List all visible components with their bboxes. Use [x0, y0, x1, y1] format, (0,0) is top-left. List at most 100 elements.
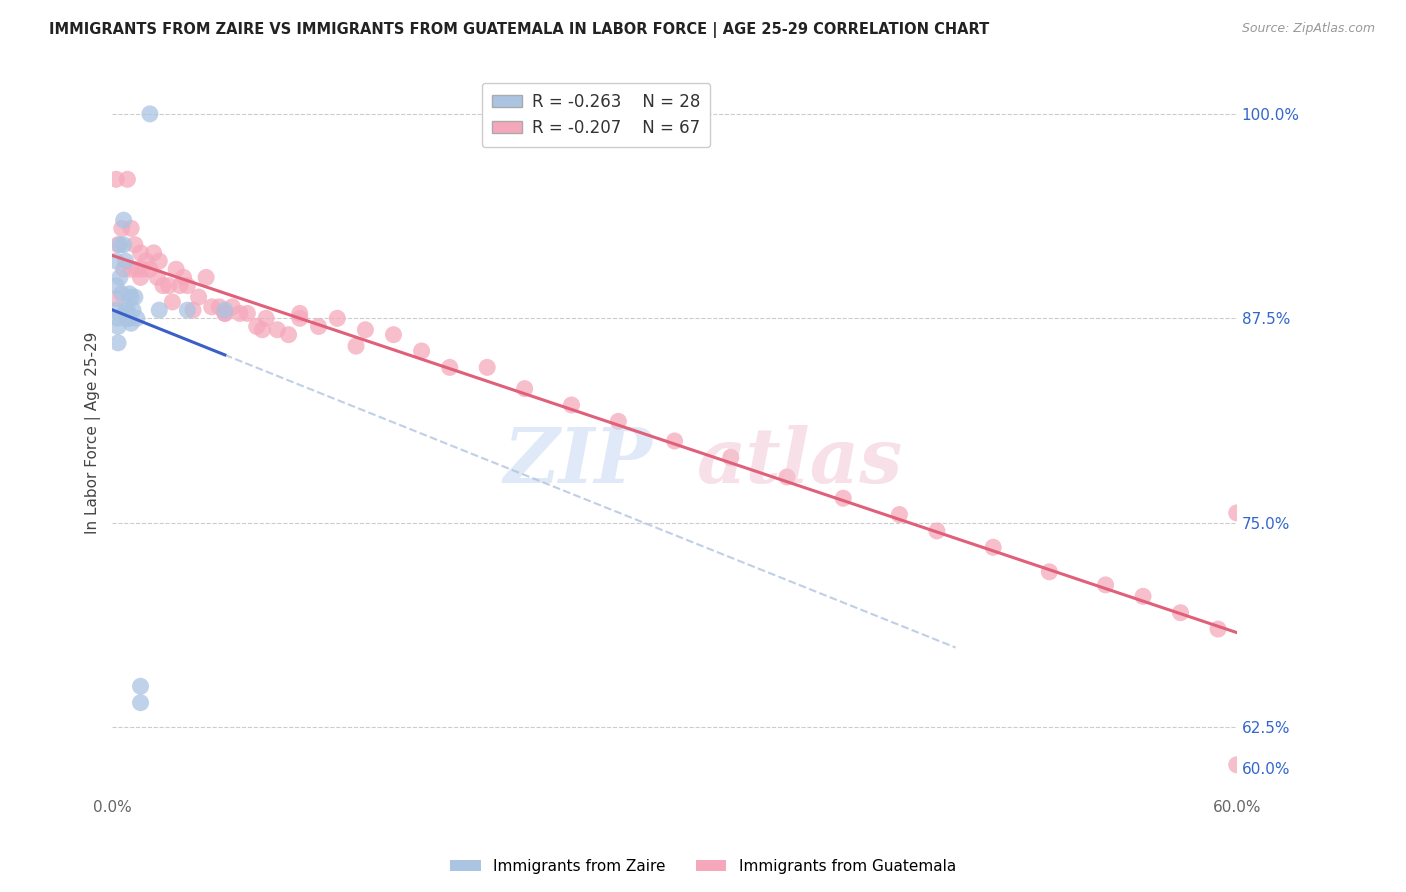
Point: [214, 306, 236, 320]
Point: [162, 295, 184, 310]
Point: [129, 246, 152, 260]
Point: [229, 306, 252, 320]
Y-axis label: In Labor Force | Age 25-29: In Labor Force | Age 25-29: [86, 332, 101, 534]
Point: [187, 290, 209, 304]
Point: [176, 278, 198, 293]
Point: [176, 303, 198, 318]
Point: [120, 262, 142, 277]
Point: [148, 303, 170, 318]
Point: [1206, 622, 1229, 636]
Point: [1132, 590, 1154, 604]
Point: [439, 360, 461, 375]
Point: [111, 221, 134, 235]
Point: [105, 172, 128, 186]
Point: [124, 237, 146, 252]
Point: [118, 311, 141, 326]
Point: [107, 319, 129, 334]
Point: [208, 300, 231, 314]
Point: [221, 300, 243, 314]
Point: [1226, 757, 1249, 772]
Point: [326, 311, 349, 326]
Point: [513, 382, 536, 396]
Point: [139, 107, 162, 121]
Point: [148, 254, 170, 268]
Point: [214, 303, 236, 318]
Legend: Immigrants from Zaire, Immigrants from Guatemala: Immigrants from Zaire, Immigrants from G…: [444, 853, 962, 880]
Point: [354, 323, 377, 337]
Point: [129, 696, 152, 710]
Point: [105, 303, 128, 318]
Point: [105, 278, 128, 293]
Point: [107, 311, 129, 326]
Point: [111, 286, 134, 301]
Point: [131, 262, 153, 277]
Point: [832, 491, 855, 506]
Point: [607, 414, 630, 428]
Point: [288, 306, 311, 320]
Point: [925, 524, 948, 538]
Point: [560, 398, 582, 412]
Point: [120, 316, 142, 330]
Point: [1170, 606, 1192, 620]
Point: [139, 262, 162, 277]
Point: [165, 262, 187, 277]
Point: [720, 450, 742, 465]
Point: [266, 323, 288, 337]
Point: [181, 303, 204, 318]
Point: [112, 237, 135, 252]
Point: [146, 270, 169, 285]
Point: [236, 306, 259, 320]
Point: [157, 278, 180, 293]
Point: [981, 541, 1004, 555]
Text: ZIP: ZIP: [503, 425, 652, 499]
Text: Source: ZipAtlas.com: Source: ZipAtlas.com: [1241, 22, 1375, 36]
Point: [112, 213, 135, 227]
Point: [114, 254, 136, 268]
Point: [411, 344, 433, 359]
Point: [214, 306, 236, 320]
Point: [246, 319, 269, 334]
Point: [117, 303, 139, 318]
Point: [201, 300, 224, 314]
Point: [105, 254, 128, 268]
Point: [1038, 565, 1060, 579]
Point: [308, 319, 330, 334]
Point: [122, 303, 145, 318]
Point: [382, 327, 405, 342]
Point: [889, 508, 911, 522]
Legend: R = -0.263    N = 28, R = -0.207    N = 67: R = -0.263 N = 28, R = -0.207 N = 67: [482, 83, 710, 147]
Point: [124, 290, 146, 304]
Point: [125, 311, 148, 326]
Point: [105, 292, 128, 306]
Text: IMMIGRANTS FROM ZAIRE VS IMMIGRANTS FROM GUATEMALA IN LABOR FORCE | AGE 25-29 CO: IMMIGRANTS FROM ZAIRE VS IMMIGRANTS FROM…: [49, 22, 990, 38]
Point: [1226, 506, 1249, 520]
Point: [129, 679, 152, 693]
Point: [152, 278, 174, 293]
Point: [254, 311, 277, 326]
Point: [125, 262, 148, 277]
Point: [288, 311, 311, 326]
Point: [117, 311, 139, 326]
Point: [1094, 578, 1116, 592]
Point: [195, 270, 218, 285]
Point: [108, 237, 131, 252]
Point: [129, 270, 152, 285]
Point: [664, 434, 686, 448]
Point: [135, 254, 157, 268]
Point: [107, 237, 129, 252]
Point: [108, 270, 131, 285]
Point: [120, 221, 142, 235]
Point: [277, 327, 299, 342]
Point: [344, 339, 367, 353]
Point: [252, 323, 274, 337]
Point: [776, 470, 799, 484]
Point: [120, 290, 142, 304]
Point: [114, 303, 136, 318]
Point: [117, 172, 139, 186]
Point: [118, 286, 141, 301]
Text: atlas: atlas: [697, 425, 903, 499]
Point: [173, 270, 195, 285]
Point: [107, 335, 129, 350]
Point: [169, 278, 191, 293]
Point: [477, 360, 499, 375]
